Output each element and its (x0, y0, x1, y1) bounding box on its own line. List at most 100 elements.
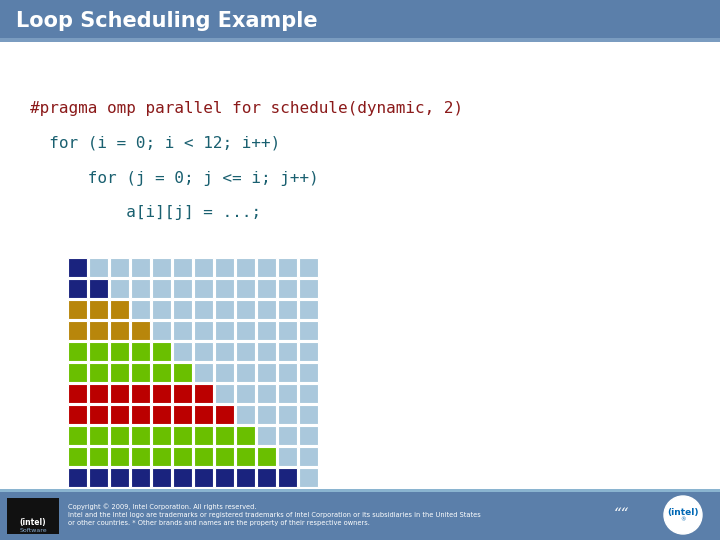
FancyBboxPatch shape (173, 279, 192, 298)
FancyBboxPatch shape (0, 0, 720, 42)
FancyBboxPatch shape (257, 447, 276, 466)
FancyBboxPatch shape (110, 258, 129, 277)
FancyBboxPatch shape (110, 300, 129, 319)
FancyBboxPatch shape (152, 447, 171, 466)
FancyBboxPatch shape (152, 258, 171, 277)
FancyBboxPatch shape (194, 342, 213, 361)
FancyBboxPatch shape (152, 342, 171, 361)
FancyBboxPatch shape (131, 405, 150, 424)
FancyBboxPatch shape (278, 447, 297, 466)
FancyBboxPatch shape (299, 342, 318, 361)
FancyBboxPatch shape (110, 342, 129, 361)
FancyBboxPatch shape (131, 279, 150, 298)
Text: Loop Scheduling Example: Loop Scheduling Example (16, 11, 318, 31)
FancyBboxPatch shape (257, 405, 276, 424)
Text: (intel): (intel) (667, 508, 698, 516)
FancyBboxPatch shape (257, 321, 276, 340)
FancyBboxPatch shape (299, 363, 318, 382)
FancyBboxPatch shape (278, 384, 297, 403)
Text: #pragma omp parallel for schedule(dynamic, 2): #pragma omp parallel for schedule(dynami… (30, 100, 463, 116)
FancyBboxPatch shape (215, 426, 234, 445)
FancyBboxPatch shape (194, 426, 213, 445)
Text: for (i = 0; i < 12; i++): for (i = 0; i < 12; i++) (30, 136, 280, 151)
FancyBboxPatch shape (131, 363, 150, 382)
FancyBboxPatch shape (110, 426, 129, 445)
FancyBboxPatch shape (278, 468, 297, 487)
FancyBboxPatch shape (110, 363, 129, 382)
FancyBboxPatch shape (68, 300, 87, 319)
FancyBboxPatch shape (152, 489, 171, 508)
FancyBboxPatch shape (194, 468, 213, 487)
Text: a[i][j] = ...;: a[i][j] = ...; (30, 206, 261, 220)
FancyBboxPatch shape (236, 384, 255, 403)
FancyBboxPatch shape (152, 468, 171, 487)
FancyBboxPatch shape (299, 384, 318, 403)
FancyBboxPatch shape (152, 405, 171, 424)
FancyBboxPatch shape (173, 300, 192, 319)
FancyBboxPatch shape (110, 405, 129, 424)
FancyBboxPatch shape (236, 426, 255, 445)
FancyBboxPatch shape (236, 489, 255, 508)
FancyBboxPatch shape (173, 468, 192, 487)
FancyBboxPatch shape (236, 363, 255, 382)
FancyBboxPatch shape (173, 342, 192, 361)
FancyBboxPatch shape (68, 447, 87, 466)
FancyBboxPatch shape (215, 489, 234, 508)
Circle shape (664, 496, 702, 534)
FancyBboxPatch shape (89, 300, 108, 319)
FancyBboxPatch shape (0, 489, 720, 492)
FancyBboxPatch shape (257, 300, 276, 319)
FancyBboxPatch shape (278, 405, 297, 424)
FancyBboxPatch shape (173, 426, 192, 445)
FancyBboxPatch shape (236, 321, 255, 340)
FancyBboxPatch shape (194, 300, 213, 319)
FancyBboxPatch shape (68, 363, 87, 382)
FancyBboxPatch shape (89, 279, 108, 298)
FancyBboxPatch shape (299, 468, 318, 487)
FancyBboxPatch shape (215, 279, 234, 298)
FancyBboxPatch shape (68, 489, 87, 508)
Circle shape (666, 498, 700, 532)
FancyBboxPatch shape (131, 258, 150, 277)
FancyBboxPatch shape (110, 384, 129, 403)
FancyBboxPatch shape (173, 321, 192, 340)
Text: for (j = 0; j <= i; j++): for (j = 0; j <= i; j++) (30, 171, 319, 186)
FancyBboxPatch shape (215, 342, 234, 361)
FancyBboxPatch shape (194, 447, 213, 466)
FancyBboxPatch shape (299, 258, 318, 277)
FancyBboxPatch shape (68, 279, 87, 298)
FancyBboxPatch shape (257, 468, 276, 487)
FancyBboxPatch shape (257, 426, 276, 445)
FancyBboxPatch shape (257, 279, 276, 298)
FancyBboxPatch shape (173, 447, 192, 466)
FancyBboxPatch shape (68, 384, 87, 403)
FancyBboxPatch shape (0, 38, 720, 42)
FancyBboxPatch shape (194, 321, 213, 340)
FancyBboxPatch shape (257, 363, 276, 382)
FancyBboxPatch shape (278, 258, 297, 277)
FancyBboxPatch shape (131, 384, 150, 403)
FancyBboxPatch shape (236, 405, 255, 424)
FancyBboxPatch shape (131, 447, 150, 466)
FancyBboxPatch shape (236, 258, 255, 277)
FancyBboxPatch shape (68, 258, 87, 277)
FancyBboxPatch shape (131, 489, 150, 508)
FancyBboxPatch shape (257, 489, 276, 508)
FancyBboxPatch shape (110, 279, 129, 298)
FancyBboxPatch shape (236, 279, 255, 298)
FancyBboxPatch shape (131, 468, 150, 487)
FancyBboxPatch shape (257, 384, 276, 403)
FancyBboxPatch shape (68, 405, 87, 424)
FancyBboxPatch shape (173, 384, 192, 403)
FancyBboxPatch shape (110, 447, 129, 466)
FancyBboxPatch shape (215, 363, 234, 382)
FancyBboxPatch shape (215, 384, 234, 403)
FancyBboxPatch shape (173, 258, 192, 277)
FancyBboxPatch shape (89, 426, 108, 445)
FancyBboxPatch shape (299, 489, 318, 508)
FancyBboxPatch shape (194, 363, 213, 382)
FancyBboxPatch shape (89, 321, 108, 340)
FancyBboxPatch shape (89, 258, 108, 277)
FancyBboxPatch shape (257, 258, 276, 277)
FancyBboxPatch shape (299, 300, 318, 319)
